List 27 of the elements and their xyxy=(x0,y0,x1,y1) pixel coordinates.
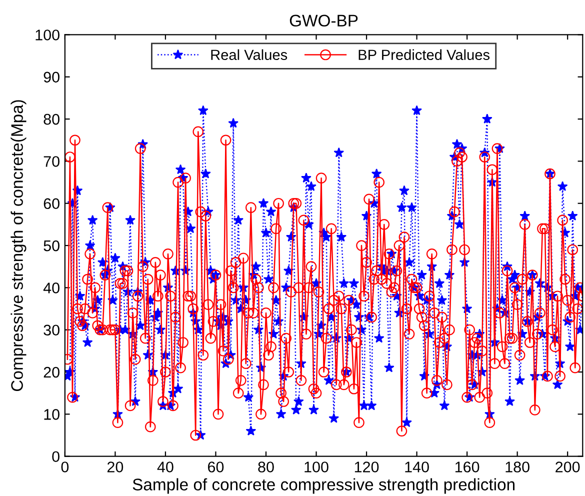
x-tick-label: 200 xyxy=(556,462,580,472)
y-tick-label: 30 xyxy=(44,324,60,336)
y-tick-label: 80 xyxy=(44,114,60,125)
y-tick-label: 50 xyxy=(44,240,60,252)
x-tick-label: 60 xyxy=(208,462,224,472)
x-tick-label: 180 xyxy=(506,462,530,472)
y-axis-title: Compressive strength of concrete(Mpa) xyxy=(10,100,26,392)
y-tick-label: 90 xyxy=(44,72,60,83)
y-tick-label: 60 xyxy=(44,198,60,210)
y-tick-label: 40 xyxy=(43,282,60,294)
y-tick-label: 0 xyxy=(52,451,60,462)
y-tick-label: 100 xyxy=(36,30,60,40)
legend-label: Real Values xyxy=(211,49,288,60)
legend-label: BP Predicted Values xyxy=(358,49,490,60)
y-tick-label: 20 xyxy=(44,366,60,378)
y-tick-label: 70 xyxy=(44,156,60,167)
x-tick-label: 80 xyxy=(258,462,274,472)
x-tick-label: 0 xyxy=(61,462,69,472)
x-tick-label: 20 xyxy=(107,462,124,472)
x-tick-label: 160 xyxy=(455,462,480,472)
x-tick-label: 40 xyxy=(157,462,174,472)
chart-title: GWO-BP xyxy=(290,14,358,27)
x-tick-label: 140 xyxy=(405,462,429,472)
x-tick-label: 120 xyxy=(354,462,379,472)
x-tick-label: 100 xyxy=(304,462,328,472)
x-axis-title: Sample of concrete compressive strength prediction xyxy=(132,478,514,494)
y-tick-label: 10 xyxy=(44,409,60,420)
